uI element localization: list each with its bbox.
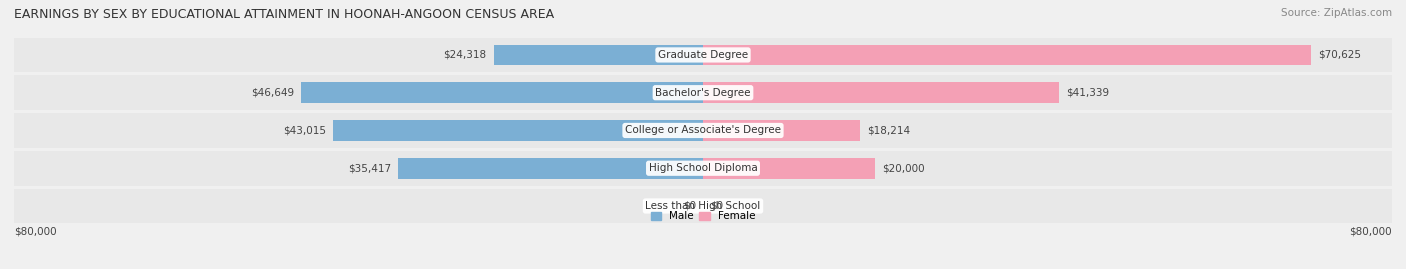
Text: $18,214: $18,214	[866, 125, 910, 136]
Text: $70,625: $70,625	[1317, 50, 1361, 60]
Text: Bachelor's Degree: Bachelor's Degree	[655, 88, 751, 98]
Legend: Male, Female: Male, Female	[647, 207, 759, 225]
Bar	[398, 158, 703, 179]
Text: High School Diploma: High School Diploma	[648, 163, 758, 173]
Bar	[14, 113, 1392, 148]
Text: $20,000: $20,000	[882, 163, 925, 173]
Bar	[14, 38, 1392, 72]
Bar	[703, 158, 875, 179]
Text: Less than High School: Less than High School	[645, 201, 761, 211]
Text: $41,339: $41,339	[1066, 88, 1109, 98]
Text: Source: ZipAtlas.com: Source: ZipAtlas.com	[1281, 8, 1392, 18]
Text: Graduate Degree: Graduate Degree	[658, 50, 748, 60]
Text: $43,015: $43,015	[283, 125, 326, 136]
Text: $24,318: $24,318	[443, 50, 486, 60]
Bar	[14, 75, 1392, 110]
Text: $46,649: $46,649	[252, 88, 294, 98]
Bar	[14, 189, 1392, 223]
Text: EARNINGS BY SEX BY EDUCATIONAL ATTAINMENT IN HOONAH-ANGOON CENSUS AREA: EARNINGS BY SEX BY EDUCATIONAL ATTAINMEN…	[14, 8, 554, 21]
Text: $35,417: $35,417	[347, 163, 391, 173]
Bar	[703, 120, 860, 141]
Bar	[703, 82, 1059, 103]
Text: $80,000: $80,000	[1350, 227, 1392, 237]
Bar	[301, 82, 703, 103]
Bar	[333, 120, 703, 141]
Bar	[703, 45, 1312, 65]
Bar	[14, 151, 1392, 186]
Text: $80,000: $80,000	[14, 227, 56, 237]
Bar	[494, 45, 703, 65]
Text: $0: $0	[683, 201, 696, 211]
Text: $0: $0	[710, 201, 723, 211]
Text: College or Associate's Degree: College or Associate's Degree	[626, 125, 780, 136]
